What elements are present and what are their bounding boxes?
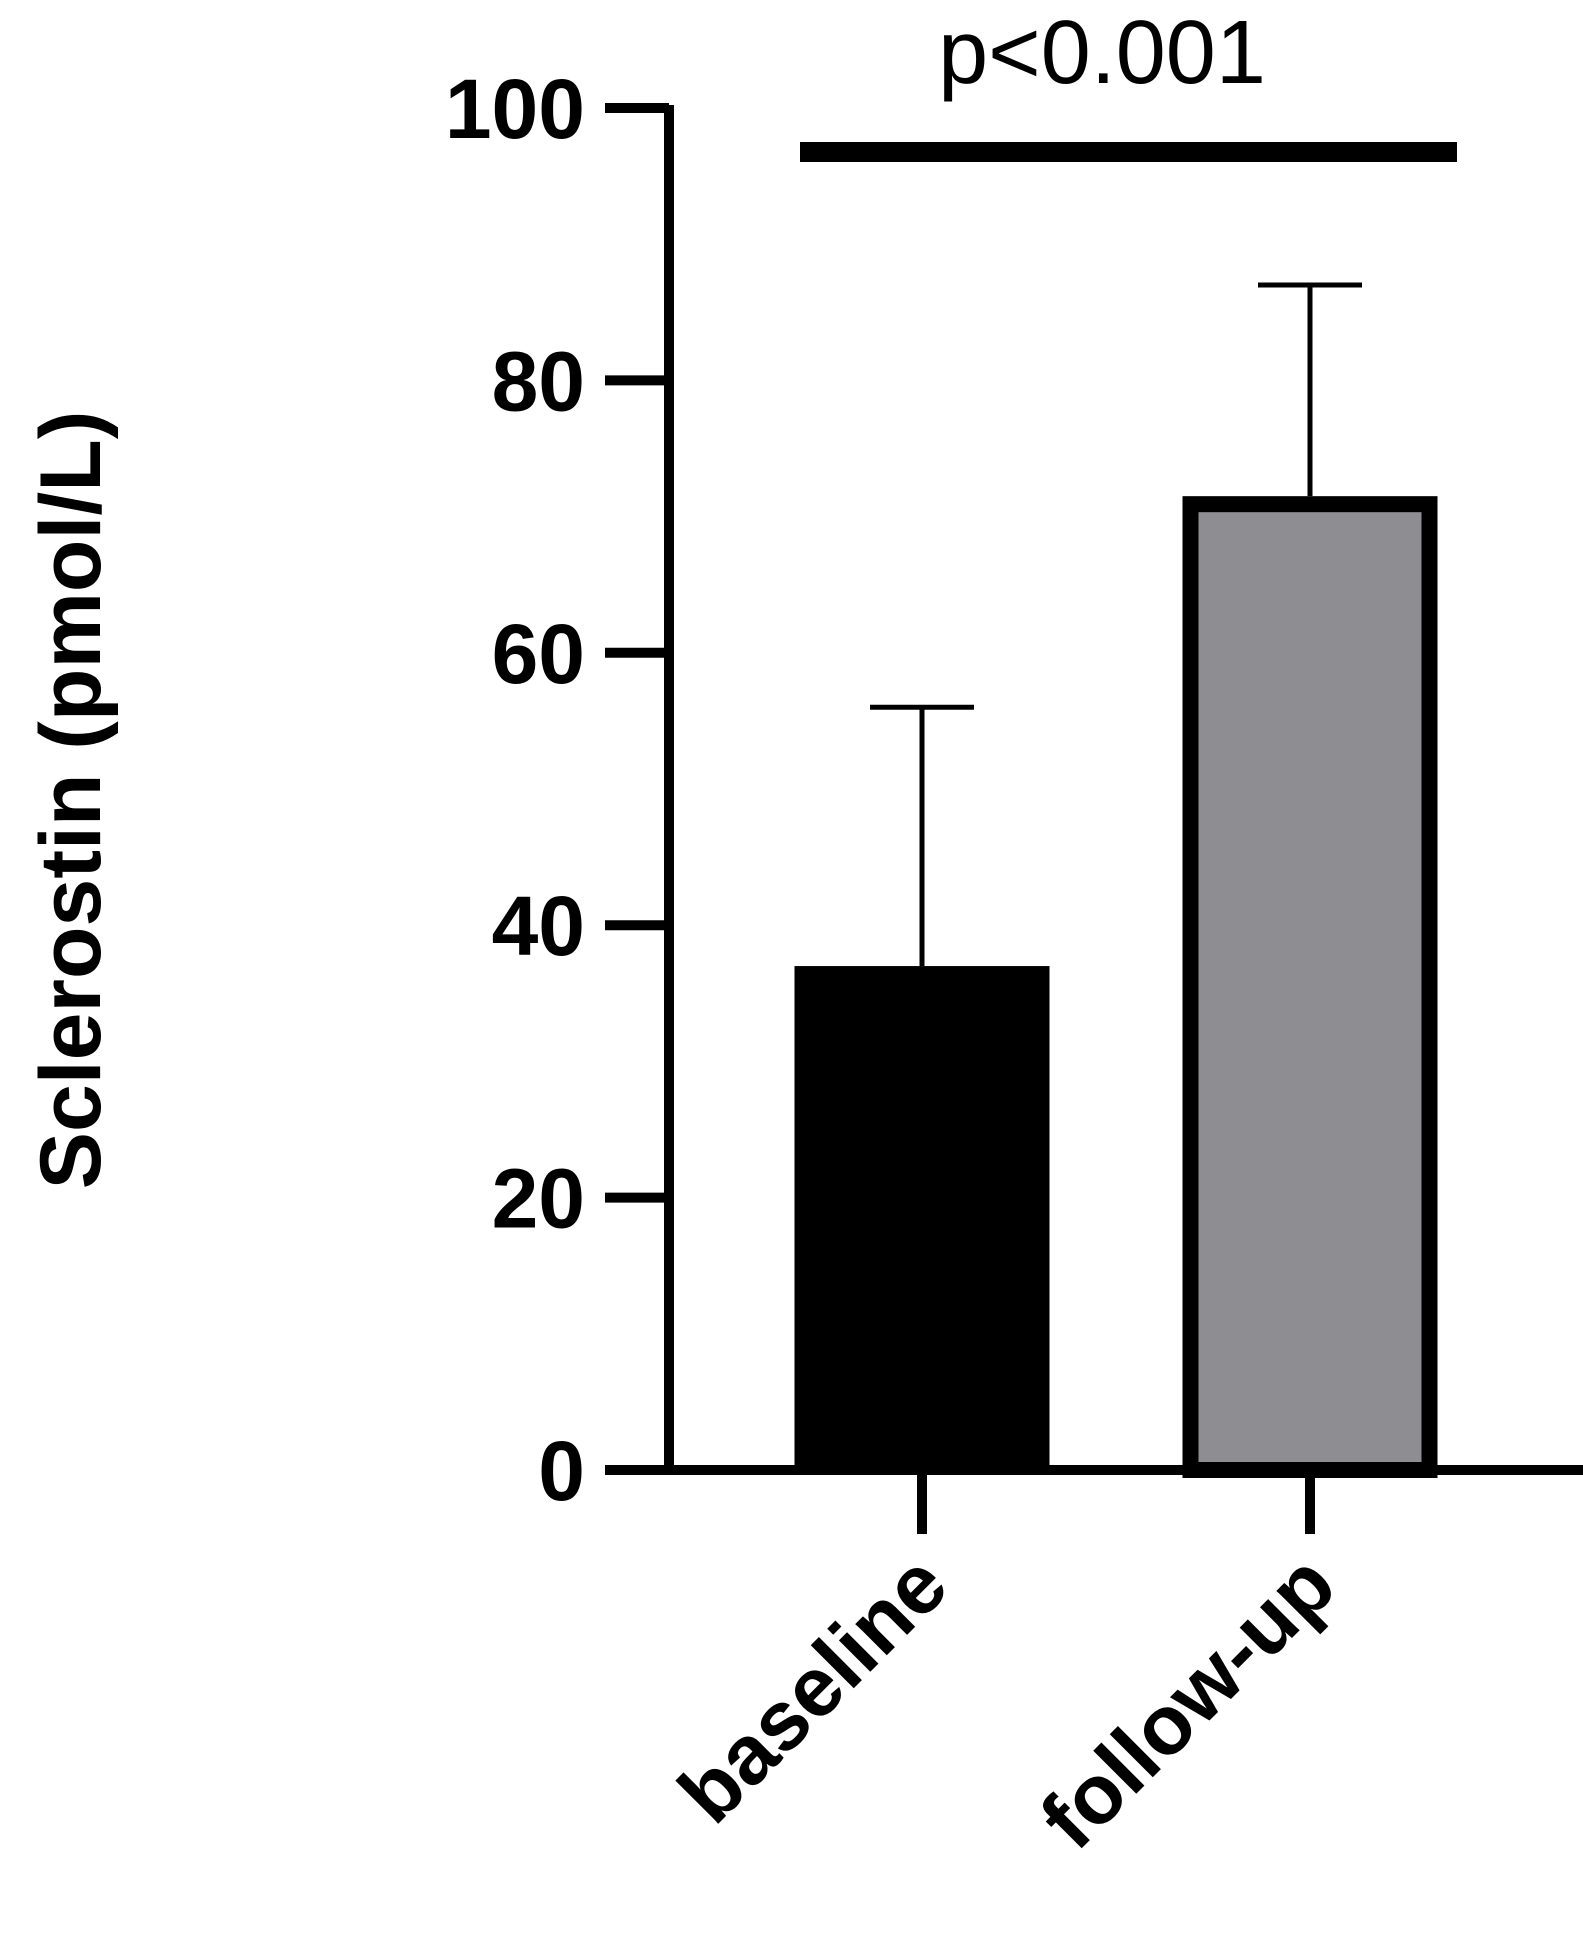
x-tick-label: baseline: [661, 1536, 965, 1840]
bar-baseline: [794, 966, 1050, 1470]
y-axis-title: Sclerostin (pmol/L): [23, 411, 119, 1190]
bar-follow-up: [1182, 496, 1438, 1479]
y-tick-label: 80: [492, 334, 585, 428]
y-tick-label: 40: [492, 879, 585, 973]
y-tick-label: 60: [492, 607, 585, 701]
y-tick-label: 100: [445, 62, 585, 156]
y-tick-label: 20: [492, 1152, 585, 1246]
plot-area: 0 20 40 60 80 100 baseline follow-up: [445, 62, 1583, 1867]
x-tick-label: follow-up: [1022, 1536, 1352, 1866]
significance-label: p<0.001: [938, 3, 1266, 103]
y-tick-label: 0: [538, 1424, 585, 1518]
